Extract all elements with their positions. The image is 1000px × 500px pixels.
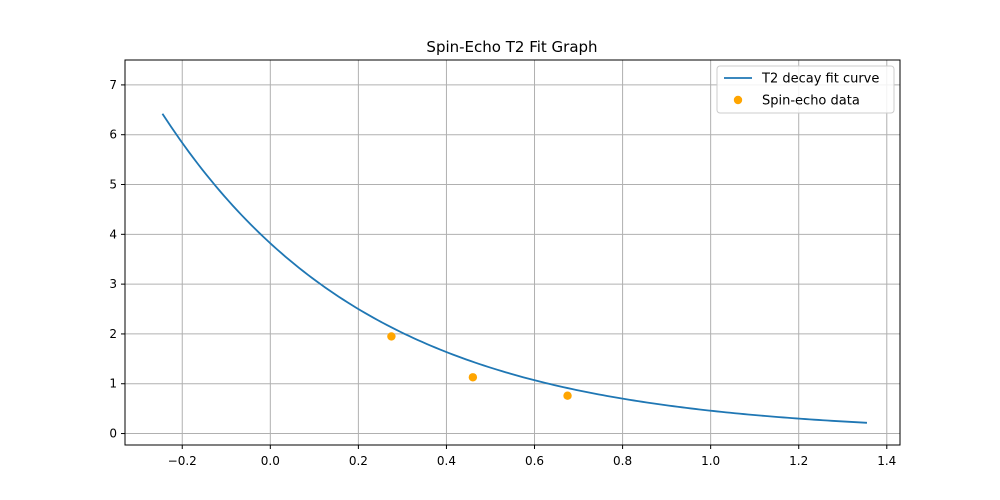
y-tick-label: 3 xyxy=(109,277,117,291)
series-layer xyxy=(161,113,868,424)
plot-frame xyxy=(124,59,901,446)
y-tick-label: 7 xyxy=(109,78,117,92)
x-tick-label: 0.4 xyxy=(437,454,456,468)
legend-marker-swatch xyxy=(733,95,743,105)
x-tick-label: 0.6 xyxy=(525,454,544,468)
x-tick-label: 1.4 xyxy=(877,454,896,468)
data-point xyxy=(387,332,396,341)
data-point xyxy=(468,373,478,382)
y-axis: 0 1 2 3 4 5 6 7 xyxy=(109,78,125,441)
x-tick-label: 0.0 xyxy=(261,454,280,468)
y-tick-label: 6 xyxy=(109,128,117,142)
x-tick-label: 1.0 xyxy=(701,454,720,468)
legend-label: T2 decay fit curve xyxy=(761,72,879,87)
y-tick-label: 5 xyxy=(109,178,117,192)
data-point xyxy=(563,391,572,400)
x-tick-label: −0.2 xyxy=(168,454,197,468)
y-tick-label: 0 xyxy=(109,427,117,441)
legend-label: Spin-echo data xyxy=(762,94,860,109)
x-tick-label: 0.2 xyxy=(349,454,368,468)
y-tick-label: 2 xyxy=(109,327,117,341)
chart-title: Spin-Echo T2 Fit Graph xyxy=(426,38,597,56)
legend-box xyxy=(716,65,895,114)
fit-curve-line xyxy=(161,113,868,424)
x-tick-label: 1.2 xyxy=(789,454,808,468)
y-tick-label: 1 xyxy=(109,377,117,391)
grid xyxy=(125,60,900,445)
legend: T2 decay fit curve Spin-echo data xyxy=(716,65,895,114)
x-tick-label: 0.8 xyxy=(613,454,632,468)
x-axis: −0.2 0.0 0.2 0.4 0.6 0.8 1.0 1.2 1.4 xyxy=(168,445,896,468)
y-tick-label: 4 xyxy=(109,227,117,241)
